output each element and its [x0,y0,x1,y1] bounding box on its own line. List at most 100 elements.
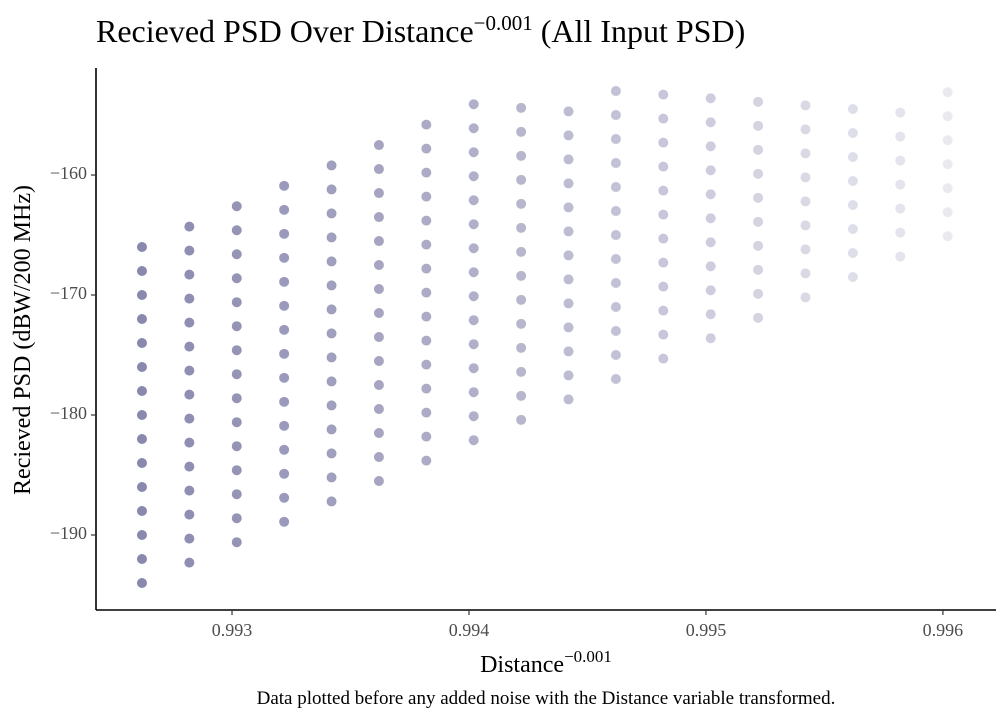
point [895,179,906,190]
point [136,314,147,325]
point [184,365,195,376]
point [847,248,858,259]
point [231,441,242,452]
point [468,339,479,350]
point [516,390,527,401]
point [231,225,242,236]
point [373,284,384,295]
point [800,124,811,135]
point [421,407,432,418]
point [468,363,479,374]
point [942,135,953,146]
point [705,237,716,248]
point [753,144,764,155]
point [895,131,906,142]
point [800,100,811,111]
point [373,476,384,487]
point [279,180,290,191]
point [136,434,147,445]
point [610,134,621,145]
point [231,201,242,212]
point [279,252,290,263]
point [847,128,858,139]
point [373,332,384,343]
point [610,374,621,385]
point [563,298,574,309]
point [658,89,669,100]
point [610,302,621,313]
point [563,250,574,261]
points [136,86,953,589]
point [468,147,479,158]
point [468,387,479,398]
point [516,246,527,257]
point [658,137,669,148]
point [800,148,811,159]
point [895,155,906,166]
point [279,300,290,311]
x-label-superscript: −0.001 [564,647,612,666]
x-tick-label: 0.995 [686,620,727,640]
point [184,269,195,280]
point [279,204,290,215]
point [184,485,195,496]
point [516,270,527,281]
point [563,370,574,381]
point [184,293,195,304]
point [847,224,858,235]
point [705,333,716,344]
point [136,506,147,517]
point [563,394,574,405]
point [468,267,479,278]
point [942,87,953,98]
point [563,202,574,213]
point [373,452,384,463]
point [516,414,527,425]
point [421,167,432,178]
point [136,578,147,589]
point [279,276,290,287]
y-tick-label: −190 [50,523,87,543]
point [231,537,242,548]
point [942,111,953,122]
y-tick-label: −170 [50,283,87,303]
point [563,178,574,189]
point [658,257,669,268]
point [326,328,337,339]
point [563,322,574,333]
point [421,287,432,298]
point [658,353,669,364]
point [610,326,621,337]
point [421,335,432,346]
point [468,291,479,302]
point [373,308,384,319]
point [231,393,242,404]
point [705,165,716,176]
point [658,161,669,172]
point [468,123,479,134]
point [800,220,811,231]
point [516,150,527,161]
point [895,107,906,118]
point [516,222,527,233]
point [658,185,669,196]
point [184,533,195,544]
point [184,437,195,448]
point [184,557,195,568]
point [279,444,290,455]
point [231,273,242,284]
point [184,389,195,400]
point [705,93,716,104]
point [753,288,764,299]
point [326,400,337,411]
title-suffix: (All Input PSD) [541,13,745,49]
point [373,188,384,199]
point [184,317,195,328]
point [563,226,574,237]
point [658,305,669,316]
point [800,268,811,279]
point [895,203,906,214]
point [326,448,337,459]
point [373,404,384,415]
